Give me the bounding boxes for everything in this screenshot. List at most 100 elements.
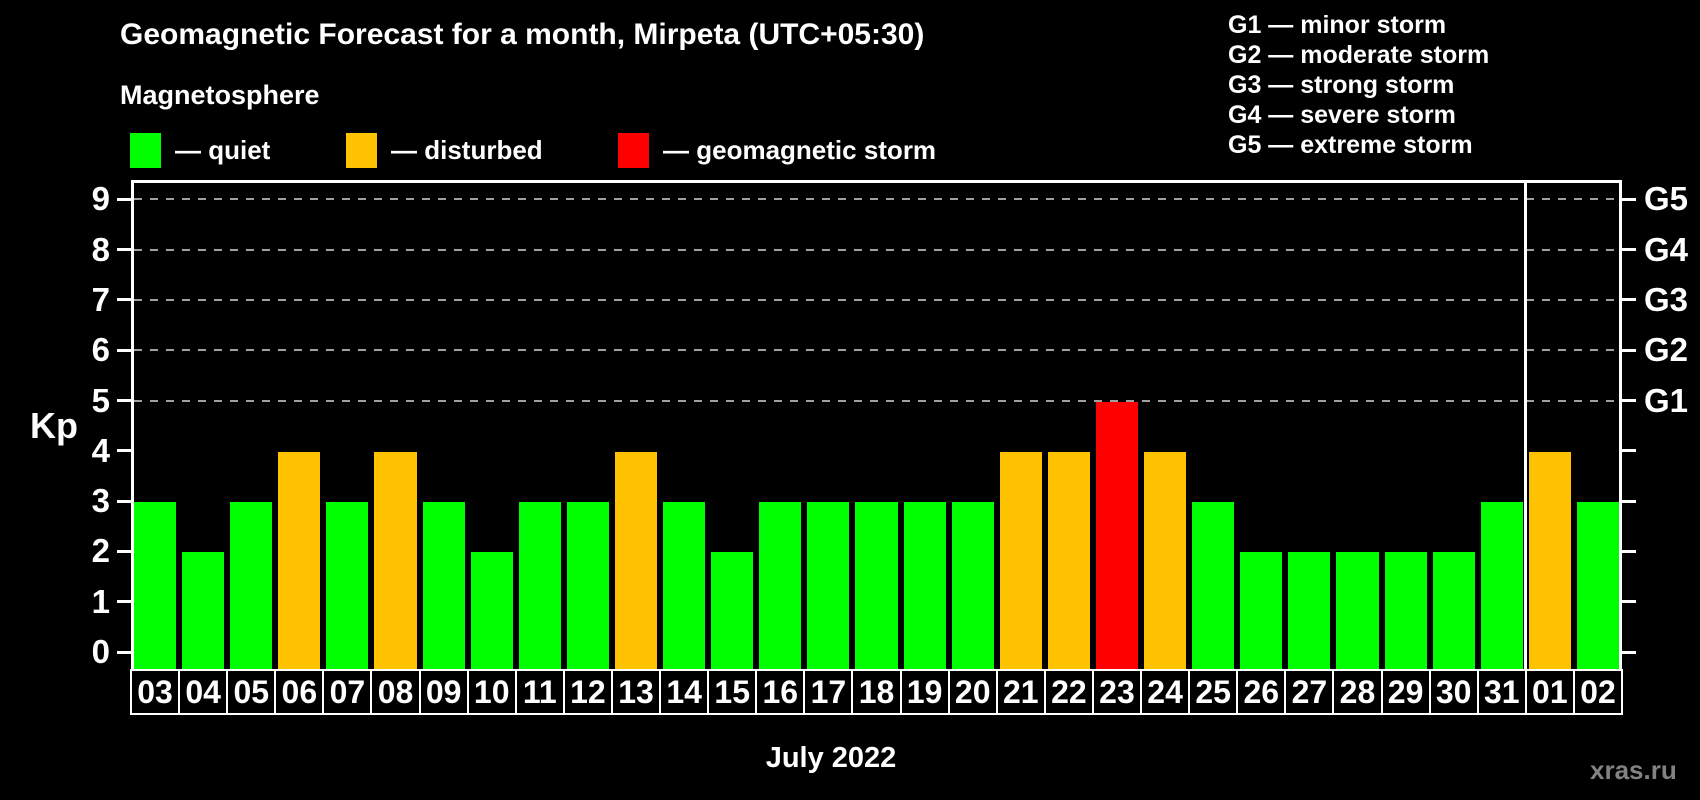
- storm-scale-item-g4: G4 — severe storm: [1228, 101, 1456, 129]
- quiet-legend-label: — quiet: [175, 135, 271, 165]
- gridline-kp-5: [134, 399, 1619, 402]
- magnetosphere-label: Magnetosphere: [120, 80, 320, 110]
- storm-scale-item-g1: G1 — minor storm: [1228, 11, 1447, 39]
- y-tick-right-4: [1622, 449, 1636, 453]
- kp-bar-day-14: [663, 502, 706, 669]
- day-label-31: 31: [1476, 669, 1527, 715]
- watermark: xras.ru: [1590, 755, 1677, 785]
- g-scale-label-g3: G3: [1644, 280, 1689, 318]
- day-label-10: 10: [466, 669, 517, 715]
- y-tick-right-9: [1622, 197, 1636, 201]
- day-label-27: 27: [1284, 669, 1335, 715]
- kp-bar-day-25: [1192, 502, 1235, 669]
- day-label-07: 07: [322, 669, 373, 715]
- kp-bar-day-08: [374, 451, 417, 669]
- y-tick-label-4: 4: [91, 431, 110, 469]
- y-tick-left-9: [117, 197, 131, 201]
- y-tick-label-0: 0: [91, 633, 110, 670]
- day-label-28: 28: [1332, 669, 1383, 715]
- storm-legend-label: — geomagnetic storm: [663, 135, 937, 165]
- kp-bar-day-30: [1432, 552, 1475, 669]
- y-tick-right-8: [1622, 248, 1636, 252]
- y-tick-right-2: [1622, 549, 1636, 553]
- storm-scale-legend: G1 — minor storm G2 — moderate storm G3 — …: [1228, 10, 1489, 160]
- gridline-kp-6: [134, 349, 1619, 352]
- y-tick-label-5: 5: [91, 381, 110, 419]
- y-tick-label-1: 1: [91, 582, 110, 620]
- y-tick-left-3: [117, 499, 131, 503]
- day-label-23: 23: [1091, 669, 1143, 715]
- day-label-25: 25: [1188, 669, 1239, 715]
- y-tick-left-5: [117, 399, 131, 402]
- y-tick-label-3: 3: [91, 482, 110, 520]
- kp-bar-day-04: [182, 552, 225, 669]
- y-tick-right-1: [1622, 600, 1636, 604]
- day-label-11: 11: [514, 669, 565, 715]
- kp-bar-day-16: [759, 502, 802, 669]
- y-tick-label-8: 8: [91, 230, 110, 268]
- day-label-16: 16: [755, 669, 806, 715]
- day-label-30: 30: [1428, 669, 1479, 715]
- y-tick-label-7: 7: [91, 280, 110, 318]
- day-label-05: 05: [226, 669, 277, 715]
- kp-bar-day-05: [230, 502, 273, 669]
- kp-bar-day-20: [951, 502, 994, 669]
- y-tick-label-6: 6: [91, 331, 110, 369]
- y-tick-left-6: [117, 348, 131, 352]
- day-label-19: 19: [899, 669, 950, 715]
- day-label-26: 26: [1236, 669, 1287, 715]
- gridline-kp-8: [134, 248, 1619, 251]
- kp-bar-day-31: [1480, 502, 1523, 669]
- kp-bar-day-09: [422, 502, 465, 669]
- day-label-06: 06: [274, 669, 325, 715]
- y-axis-title: Kp: [30, 405, 78, 446]
- kp-bar-day-26: [1240, 552, 1283, 669]
- disturbed-legend-label: — disturbed: [391, 135, 543, 165]
- quiet-color-swatch: [130, 133, 161, 168]
- day-label-01: 01: [1524, 669, 1575, 715]
- y-tick-right-6: [1622, 348, 1636, 352]
- kp-bar-day-18: [855, 502, 898, 669]
- day-label-24: 24: [1140, 669, 1191, 715]
- gridline-kp-7: [134, 298, 1619, 301]
- gridline-kp-9: [134, 198, 1619, 201]
- y-tick-left-1: [117, 600, 131, 604]
- g-scale-label-g5: G5: [1644, 180, 1689, 218]
- g-scale-label-g4: G4: [1644, 230, 1689, 268]
- y-tick-right-3: [1622, 499, 1636, 503]
- day-label-13: 13: [610, 669, 662, 715]
- day-label-18: 18: [851, 669, 902, 715]
- y-tick-label-9: 9: [91, 180, 110, 218]
- kp-bar-day-23: [1095, 401, 1139, 669]
- kp-bar-day-28: [1336, 552, 1379, 669]
- day-label-20: 20: [947, 669, 998, 715]
- kp-bar-day-12: [566, 502, 609, 669]
- y-tick-right-7: [1622, 298, 1636, 302]
- g-scale-label-g1: G1: [1644, 381, 1689, 419]
- g-scale-label-g2: G2: [1644, 331, 1689, 369]
- disturbed-color-swatch: [346, 133, 377, 168]
- day-label-12: 12: [562, 669, 613, 715]
- day-label-22: 22: [1043, 669, 1094, 715]
- kp-bar-day-21: [999, 451, 1042, 669]
- day-label-29: 29: [1380, 669, 1431, 715]
- kp-bar-day-13: [614, 451, 658, 669]
- day-label-09: 09: [418, 669, 469, 715]
- x-axis-day-labels: 03 04 05 06 07 08 09 10 11 12 13 14 15 16 17 18 19 20 21 22…: [130, 669, 1623, 715]
- day-label-04: 04: [178, 669, 229, 715]
- kp-bar-day-07: [326, 502, 369, 669]
- y-tick-left-2: [117, 549, 131, 553]
- y-tick-left-4: [117, 449, 131, 453]
- storm-color-swatch: [618, 133, 649, 168]
- kp-bar-day-02: [1576, 502, 1619, 669]
- plot-area: [131, 180, 1622, 669]
- day-label-08: 08: [370, 669, 421, 715]
- kp-bar-day-15: [711, 552, 754, 669]
- kp-bar-day-11: [518, 502, 561, 669]
- kp-bar-day-22: [1047, 451, 1090, 669]
- month-boundary-line: [1524, 183, 1528, 669]
- y-tick-left-8: [117, 248, 131, 252]
- y-tick-right-5: [1622, 399, 1636, 402]
- kp-bar-day-06: [278, 451, 321, 669]
- kp-bar-day-03: [134, 502, 177, 669]
